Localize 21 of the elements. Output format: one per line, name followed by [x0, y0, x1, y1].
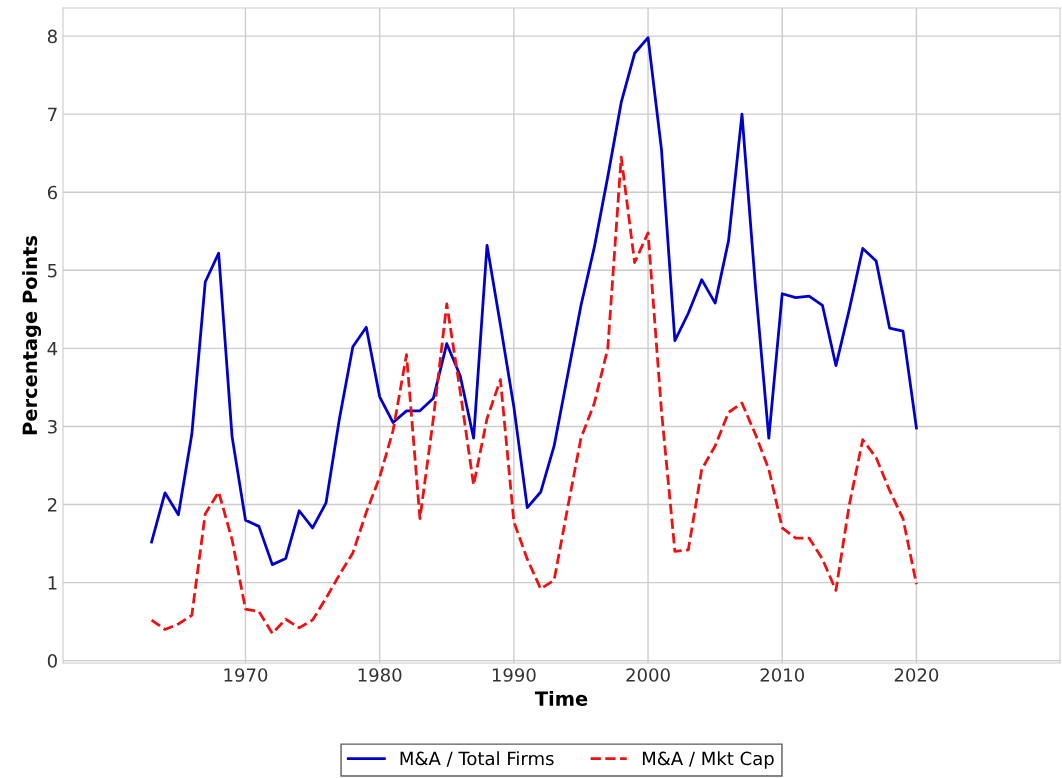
x-tick-label: 1970: [224, 668, 268, 682]
x-tick-label: 2020: [894, 668, 939, 682]
y-axis-title: Percentage Points: [22, 235, 42, 435]
y-tick-label: 2: [47, 497, 57, 512]
line-series: [150, 155, 918, 635]
x-tick-label: 1980: [358, 668, 402, 682]
x-tick-label: 1990: [492, 668, 536, 682]
x-tick-label: 2010: [760, 668, 805, 682]
y-tick-label: 7: [48, 107, 57, 122]
y-tick-label: 4: [47, 342, 58, 356]
y-tick-label: 6: [47, 185, 57, 200]
x-axis-title: Time: [534, 690, 588, 706]
y-tick-label: 0: [47, 654, 57, 668]
line-series: [150, 36, 918, 567]
y-tick-label: 8: [47, 29, 57, 44]
legend-label: M&A / Mkt Cap: [642, 751, 774, 769]
y-tick-label: 5: [48, 264, 57, 278]
y-tick-label: 3: [48, 419, 57, 434]
x-tick-label: 2000: [626, 668, 670, 682]
legend-label: M&A / Total Firms: [400, 751, 554, 767]
y-tick-label: 1: [48, 576, 57, 590]
